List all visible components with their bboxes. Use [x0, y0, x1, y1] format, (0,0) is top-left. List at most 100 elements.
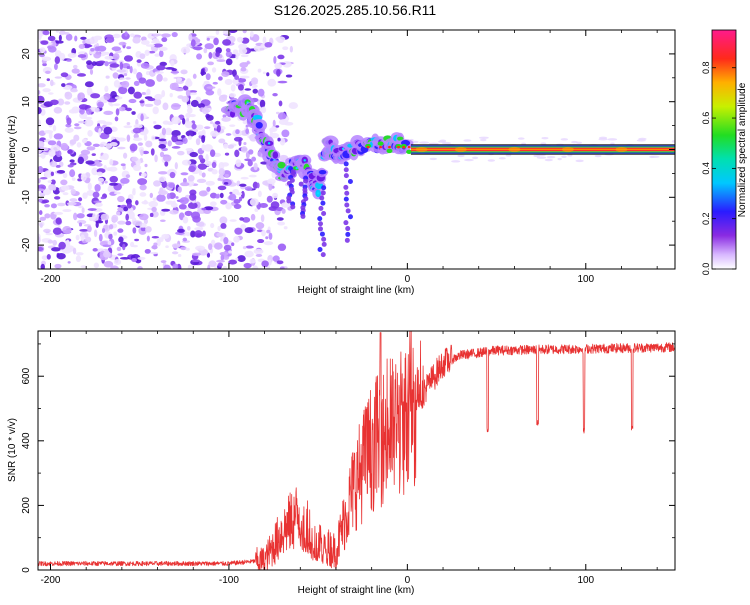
noise-blob [195, 245, 206, 251]
signal-blob [255, 121, 263, 129]
noise-blob [277, 221, 286, 226]
noise-blob [82, 192, 88, 199]
noise-blob [80, 265, 88, 268]
noise-blob [146, 235, 150, 242]
noise-blob [242, 246, 247, 250]
noise-blob [282, 46, 289, 51]
noise-blob [58, 52, 66, 61]
noise-blob [203, 80, 210, 84]
noise-blob [209, 121, 214, 125]
noise-blob [178, 203, 187, 210]
noise-blob [44, 204, 50, 208]
noise-blob [48, 183, 56, 191]
signal-blob [397, 136, 404, 141]
noise-blob [44, 213, 51, 219]
noise-blob [117, 204, 122, 208]
noise-blob [277, 137, 281, 142]
noise-blob [139, 53, 146, 60]
noise-blob [190, 230, 196, 238]
noise-blob [167, 140, 172, 147]
noise-blob [103, 251, 111, 258]
noise-blob [228, 250, 232, 254]
noise-blob [59, 30, 66, 35]
noise-blob [144, 248, 151, 254]
noise-blob [275, 36, 286, 42]
noise-blob [185, 130, 196, 137]
noise-blob [195, 124, 204, 130]
noise-blob [60, 142, 69, 151]
snr-ytick-label: 0 [21, 567, 32, 573]
noise-blob [90, 93, 101, 99]
noise-blob [78, 205, 84, 209]
noise-blob [220, 254, 225, 261]
noise-blob [67, 52, 77, 58]
noise-blob [174, 87, 185, 92]
signal-streak [343, 196, 349, 202]
noise-blob [208, 243, 213, 251]
noise-blob [288, 102, 299, 110]
noise-blob [109, 63, 120, 68]
signal-streak [317, 247, 323, 253]
noise-blob [163, 264, 171, 269]
noise-blob [148, 200, 159, 208]
noise-blob [154, 71, 164, 74]
noise-blob [77, 93, 82, 101]
noise-blob [198, 154, 204, 161]
noise-blob [181, 117, 186, 125]
noise-blob [147, 97, 156, 102]
spec-xtick-label: 100 [577, 274, 594, 285]
noise-blob [184, 121, 194, 129]
noise-blob [77, 156, 85, 165]
noise-blob [253, 248, 264, 255]
noise-blob [126, 66, 131, 70]
carrier-band-stripe [410, 151, 675, 153]
noise-blob [114, 116, 119, 122]
noise-blob [80, 36, 87, 40]
noise-blob [140, 149, 144, 156]
noise-blob [249, 133, 258, 142]
noise-blob [109, 182, 118, 186]
noise-blob [157, 237, 164, 243]
noise-blob [73, 126, 82, 130]
spec-ytick-label: -20 [21, 237, 32, 252]
noise-blob [38, 30, 44, 38]
noise-blob [62, 209, 72, 213]
noise-blob [560, 138, 569, 141]
noise-blob [205, 73, 211, 81]
noise-blob [137, 256, 146, 260]
carrier-band-stripe [410, 146, 675, 148]
noise-blob [156, 194, 166, 202]
noise-blob [139, 100, 145, 104]
noise-blob [96, 171, 103, 176]
noise-blob [132, 137, 143, 142]
noise-blob [197, 163, 207, 170]
noise-blob [165, 245, 169, 249]
noise-blob [112, 33, 121, 39]
noise-blob [108, 224, 114, 230]
noise-blob [81, 207, 85, 214]
colorbar: 0.0 0.2 0.4 0.6 0.8 Normalized spectral ampl… [701, 29, 748, 275]
noise-blob [141, 200, 149, 205]
colorbar-tick-label: 0.2 [701, 212, 711, 225]
noise-blob [233, 203, 242, 209]
noise-blob [438, 140, 446, 143]
noise-blob [209, 149, 216, 157]
signal-hotspot [303, 159, 306, 162]
noise-blob [175, 141, 184, 146]
noise-blob [498, 157, 506, 160]
spec-ytick-label: -10 [21, 190, 32, 205]
noise-blob [50, 99, 59, 106]
noise-blob [177, 150, 185, 156]
noise-blob [94, 184, 101, 192]
noise-blob [99, 143, 104, 148]
noise-blob [457, 154, 465, 158]
noise-blob [241, 37, 250, 44]
noise-blob [60, 179, 68, 186]
noise-blob [235, 159, 242, 168]
noise-blob [239, 183, 247, 187]
noise-blob [171, 116, 181, 125]
snr-ytick-label: 400 [21, 432, 32, 449]
noise-blob [45, 70, 51, 75]
noise-blob [247, 159, 253, 167]
noise-blob [98, 233, 103, 242]
